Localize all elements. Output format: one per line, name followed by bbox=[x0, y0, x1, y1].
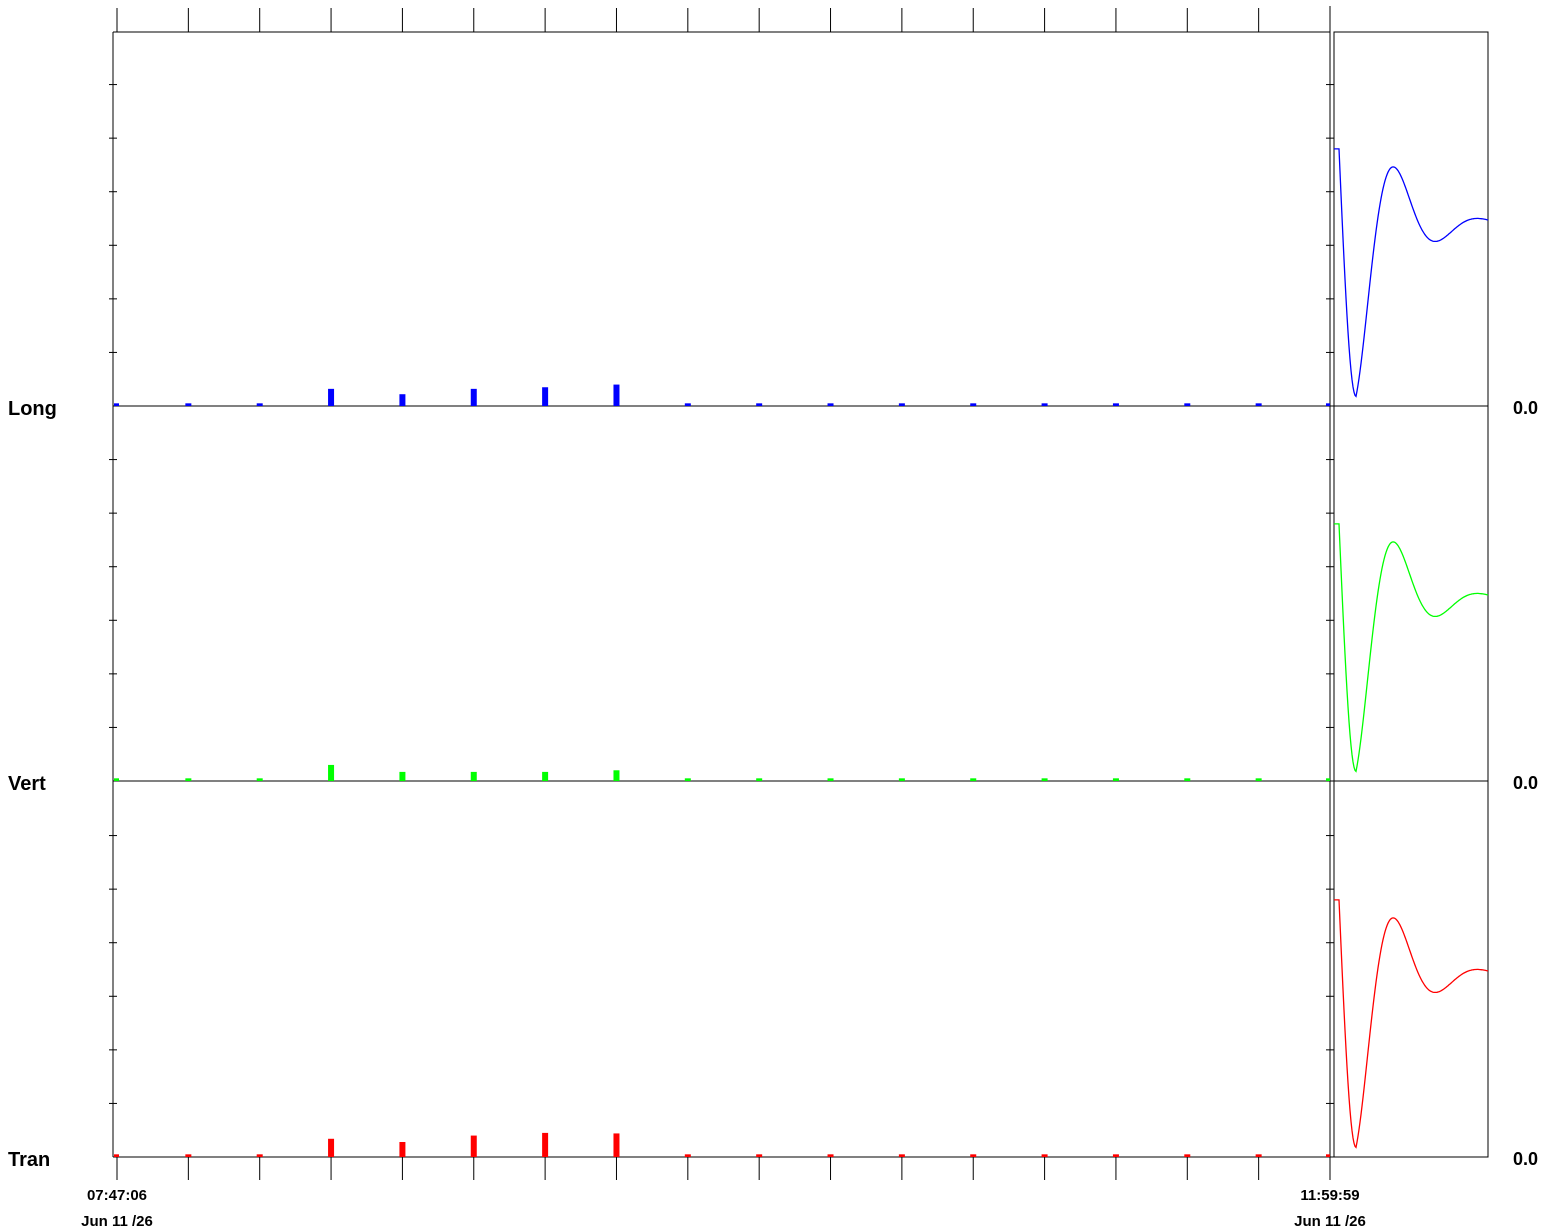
bar-vert bbox=[257, 778, 263, 781]
bar-long bbox=[899, 403, 905, 406]
bar-vert bbox=[328, 765, 334, 781]
bar-vert bbox=[828, 778, 834, 781]
bar-tran bbox=[1113, 1154, 1119, 1157]
bar-long bbox=[1113, 403, 1119, 406]
waveform-panel bbox=[1334, 149, 1488, 1148]
zero-label-vert: 0.0 bbox=[1513, 773, 1538, 793]
bar-long bbox=[542, 387, 548, 406]
bar-marks bbox=[114, 385, 1330, 1157]
bar-vert bbox=[1184, 778, 1190, 781]
waveform-panel-border bbox=[1334, 32, 1488, 1157]
bar-tran bbox=[685, 1154, 691, 1157]
bar-long bbox=[328, 389, 334, 406]
bar-vert bbox=[899, 778, 905, 781]
bar-long bbox=[828, 403, 834, 406]
bar-tran bbox=[185, 1154, 191, 1157]
x-end-date: Jun 11 /26 bbox=[1294, 1213, 1366, 1230]
channel-label-tran: Tran bbox=[8, 1149, 50, 1171]
bar-vert bbox=[970, 778, 976, 781]
channel-label-long: Long bbox=[8, 398, 57, 420]
bar-vert bbox=[613, 770, 619, 781]
bar-tran bbox=[542, 1133, 548, 1157]
bar-tran bbox=[1256, 1154, 1262, 1157]
zero-label-long: 0.0 bbox=[1513, 398, 1538, 418]
bar-vert bbox=[542, 772, 548, 781]
bar-long bbox=[114, 403, 119, 406]
bar-vert bbox=[1042, 778, 1048, 781]
bar-tran bbox=[257, 1154, 263, 1157]
bar-vert bbox=[685, 778, 691, 781]
bar-tran bbox=[756, 1154, 762, 1157]
bar-vert bbox=[185, 778, 191, 781]
bar-tran bbox=[970, 1154, 976, 1157]
waveform-vert bbox=[1334, 524, 1488, 772]
bar-long bbox=[1256, 403, 1262, 406]
bar-tran bbox=[899, 1154, 905, 1157]
bar-tran bbox=[1184, 1154, 1190, 1157]
bar-tran bbox=[114, 1154, 119, 1157]
bar-tran bbox=[399, 1142, 405, 1157]
bar-long bbox=[185, 403, 191, 406]
x-start-time: 07:47:06 bbox=[87, 1187, 147, 1204]
bar-tran bbox=[828, 1154, 834, 1157]
zero-label-tran: 0.0 bbox=[1513, 1149, 1538, 1169]
bar-vert bbox=[114, 778, 119, 781]
bar-long bbox=[1326, 403, 1330, 406]
bar-vert bbox=[1256, 778, 1262, 781]
bar-long bbox=[257, 403, 263, 406]
x-end-time: 11:59:59 bbox=[1300, 1187, 1359, 1204]
bar-vert bbox=[471, 772, 477, 781]
bar-tran bbox=[1042, 1154, 1048, 1157]
bar-long bbox=[685, 403, 691, 406]
waveform-tran bbox=[1334, 900, 1488, 1148]
bar-long bbox=[756, 403, 762, 406]
chart-frame bbox=[113, 6, 1488, 1165]
bar-tran bbox=[1326, 1154, 1330, 1157]
axis-ticks bbox=[109, 8, 1334, 1180]
bar-tran bbox=[471, 1136, 477, 1157]
bar-vert bbox=[399, 772, 405, 781]
waveform-long bbox=[1334, 149, 1488, 397]
bar-long bbox=[1184, 403, 1190, 406]
bar-tran bbox=[328, 1139, 334, 1157]
bar-tran bbox=[613, 1133, 619, 1157]
bar-long bbox=[471, 389, 477, 406]
bar-vert bbox=[756, 778, 762, 781]
bar-long bbox=[1042, 403, 1048, 406]
chart-labels: Long Vert Tran 0.0 0.0 0.0 07:47:06 Jun … bbox=[8, 398, 1538, 1230]
bar-vert bbox=[1326, 778, 1330, 781]
x-start-date: Jun 11 /26 bbox=[81, 1213, 153, 1230]
bar-vert bbox=[1113, 778, 1119, 781]
bar-long bbox=[399, 394, 405, 406]
bar-long bbox=[970, 403, 976, 406]
bar-long bbox=[613, 385, 619, 406]
channel-label-vert: Vert bbox=[8, 773, 46, 795]
